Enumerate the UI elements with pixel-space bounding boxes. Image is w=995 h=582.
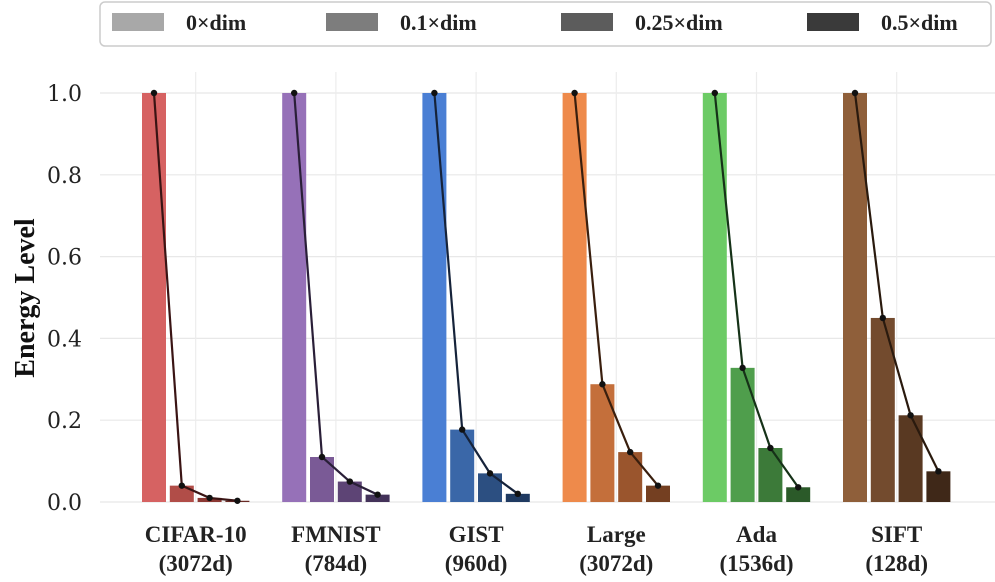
legend: 0×dim 0.1×dim 0.25×dim 0.5×dim (99, 1, 992, 47)
legend-box (99, 1, 992, 47)
trend-point (795, 484, 802, 491)
bar-large-0 (562, 93, 587, 502)
trend-line-large (573, 92, 659, 487)
trend-line-sift (853, 92, 940, 472)
bar-gist-1 (450, 429, 475, 502)
bar-fmnist-3 (365, 494, 390, 502)
trend-point (599, 381, 606, 388)
x-tick-sublabel: (3072d) (579, 551, 653, 576)
x-tick-label: CIFAR-10 (145, 522, 247, 547)
bar-fmnist-0 (282, 93, 307, 502)
trend-point (907, 412, 914, 419)
legend-label: 0×dim (186, 10, 246, 35)
bars (142, 93, 951, 502)
y-tick-label: 1.0 (47, 82, 82, 107)
trend-point (767, 444, 774, 452)
trend-point (178, 482, 185, 489)
bar-large-2 (618, 452, 643, 502)
legend-label: 0.1×dim (400, 10, 477, 35)
bar-sift-3 (926, 471, 951, 502)
trend-line-gist (433, 92, 519, 495)
trend-point (346, 478, 353, 485)
trend-point (935, 468, 942, 475)
y-tick-label: 0.4 (47, 327, 82, 352)
x-tick-sublabel: (3072d) (159, 551, 233, 576)
bar-gist-3 (505, 493, 530, 502)
bar-ada-2 (758, 448, 783, 502)
trend-line-ada (713, 92, 800, 488)
trend-line-fmnist (293, 92, 379, 496)
trend-point (627, 448, 634, 456)
bar-ada-1 (730, 367, 755, 502)
y-tick-label: 0.6 (47, 246, 82, 271)
grid (100, 72, 995, 503)
x-tick-label: SIFT (871, 522, 922, 547)
x-tick-sublabel: (960d) (445, 551, 508, 576)
bar-sift-2 (898, 415, 923, 502)
legend-swatch (112, 13, 164, 31)
trend-point (879, 314, 886, 322)
trend-point (206, 494, 213, 502)
bar-cifar-10-1 (169, 485, 194, 502)
trend-point (514, 490, 521, 498)
y-axis-title: Energy Level (10, 218, 41, 378)
trend-point (374, 491, 381, 498)
legend-swatch (561, 13, 613, 31)
y-tick-label: 0.0 (47, 491, 82, 516)
trend-line-cifar-10 (152, 92, 238, 502)
legend-label: 0.25×dim (635, 10, 723, 35)
bar-fmnist-2 (337, 481, 362, 502)
trend-point (851, 89, 859, 97)
x-tick-sublabel: (128d) (865, 551, 928, 576)
trend-point (150, 89, 158, 97)
bar-ada-0 (702, 93, 727, 502)
trend-point (318, 453, 326, 461)
x-tick-sublabel: (1536d) (719, 551, 793, 576)
legend-swatch (326, 13, 378, 31)
bar-cifar-10-0 (142, 93, 166, 502)
bar-gist-2 (478, 473, 502, 502)
trend-point (739, 364, 746, 372)
bar-large-3 (646, 485, 670, 502)
legend-label: 0.5×dim (881, 10, 958, 35)
trend-point (711, 89, 718, 97)
x-tick-label: GIST (449, 522, 504, 547)
x-tick-label: Large (587, 522, 646, 547)
trend-point (291, 89, 298, 97)
y-tick-label: 0.8 (47, 164, 82, 189)
x-tick-label: Ada (736, 522, 777, 547)
trend-point (459, 426, 466, 433)
trend-point (234, 497, 241, 504)
bar-ada-3 (786, 487, 811, 502)
trend-point (431, 89, 438, 97)
legend-swatch (807, 13, 859, 31)
trend-point (654, 482, 662, 489)
trend-point (486, 470, 494, 477)
trend-lines (150, 89, 942, 504)
x-tick-sublabel: (784d) (305, 551, 368, 576)
trend-point (571, 89, 578, 97)
bar-gist-0 (422, 93, 447, 502)
x-tick-label: FMNIST (291, 522, 380, 547)
y-tick-label: 0.2 (47, 409, 82, 434)
axes: 0.0 0.2 0.4 0.6 0.8 1.0 CIFAR-10 (3072d) FMNIST (… (47, 82, 928, 576)
